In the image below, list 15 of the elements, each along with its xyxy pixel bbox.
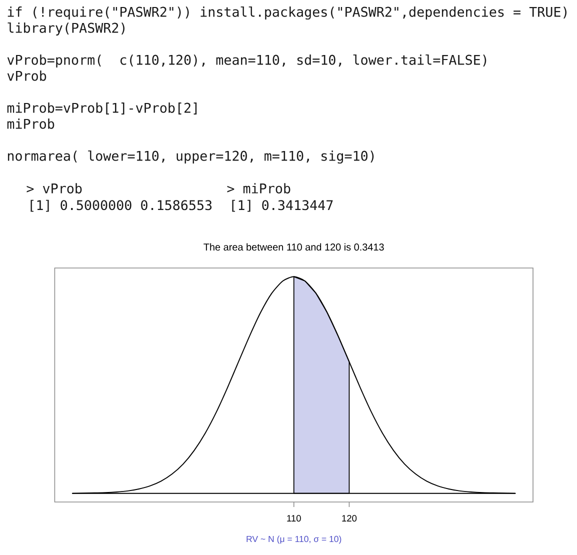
x-tick-label: 120 bbox=[342, 515, 357, 522]
chart-title: The area between 110 and 120 is 0.3413 bbox=[204, 243, 384, 251]
text: if (!require("PASWR2")) install.packages("PASWR2",dependencies = TRUE) bbox=[8, 6, 566, 20]
x-axis-title: RV ~ N (μ = 110, σ = 10) bbox=[246, 536, 342, 544]
text: [1] 0.3413447 bbox=[232, 200, 333, 212]
text: normarea( lower=110, upper=120, m=110, sig=10) bbox=[8, 150, 374, 164]
text: vProb=pnorm( c(110,120), mean=110, sd=10, lower.tail=FALSE) bbox=[7, 54, 486, 68]
text: miProb bbox=[7, 118, 54, 129]
text: vProb bbox=[7, 70, 46, 81]
text: > vProb bbox=[26, 183, 82, 194]
text: > miProb bbox=[227, 183, 290, 194]
x-tick-label: 110 bbox=[287, 515, 301, 522]
text: library(PASWR2) bbox=[8, 22, 124, 36]
text: [1] 0.5000000 0.1586553 bbox=[30, 200, 212, 212]
text: miProb=vProb[1]-vProb[2] bbox=[7, 102, 197, 114]
